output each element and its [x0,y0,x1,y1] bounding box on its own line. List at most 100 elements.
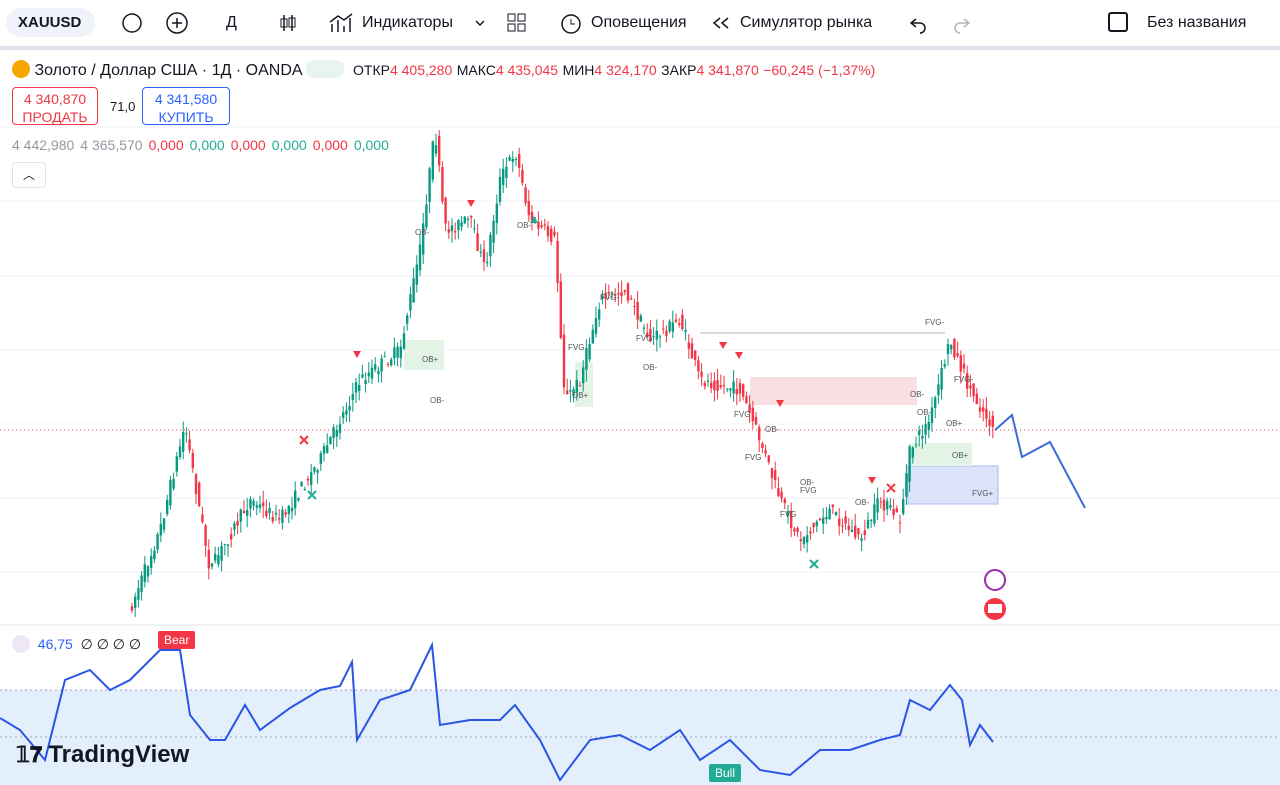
open: 4 405,280 [389,62,453,78]
indicator-value: 0,000 [148,137,184,153]
candle [934,397,937,408]
alerts[interactable]: Оповещения [591,14,687,31]
candle [156,534,159,550]
candle [527,201,530,216]
candle [825,516,828,520]
candle [946,344,950,355]
zone-label: FVG [568,343,584,352]
candle [255,505,258,508]
candle [431,141,434,180]
candle [492,220,495,243]
indicators[interactable]: Индикаторы [362,14,453,31]
candle [150,556,153,568]
ob-box [910,443,972,466]
candle [642,327,646,329]
zone-label: OB+ [422,355,439,364]
candle [966,373,969,389]
zone-label: FVG- [925,318,944,327]
candle [850,529,854,532]
candle [338,424,342,433]
symbol-legend: Золото / Доллар США · 1Д · OANDA ОТКР4 4… [12,60,875,80]
toolbar: XAUUSD Д Индикаторы Оповещения Симулятор… [0,0,1280,50]
candle [761,443,764,449]
candle [482,249,486,263]
candle [802,536,806,545]
candle [687,342,690,349]
candle [450,225,454,232]
candle [738,382,742,394]
symbol-title: Золото / Доллар США · 1Д · OANDA [34,62,302,79]
zone-label: FVG- [954,375,973,384]
candle [614,294,617,296]
candle [428,168,431,202]
symbol-search[interactable]: XAUUSD [6,8,96,37]
candle [937,384,940,396]
buy-button[interactable]: 4 341,580 КУПИТЬ [142,87,230,125]
collapse-button[interactable]: ︿ [12,162,46,188]
open-label: ОТКР [353,62,390,78]
symbol-icon [12,60,30,78]
zone-label: FVG [734,410,750,419]
candle [668,321,671,332]
replay[interactable]: Симулятор рынка [740,14,873,31]
candle [655,330,658,340]
candle [588,344,591,360]
candle [726,388,729,390]
candle [969,385,972,389]
candle [751,407,754,422]
sell-label: ПРОДАТЬ [22,109,88,125]
candle [374,364,377,370]
interval[interactable]: Д [226,14,237,31]
candle [898,522,902,524]
candle [582,367,585,384]
candle [198,482,201,507]
candle [700,371,703,377]
candle [697,360,700,372]
candle [556,241,559,283]
candle [972,383,975,397]
candle [332,427,335,438]
candle [905,473,908,497]
candle [854,525,857,538]
candle [434,145,438,154]
ob-box [750,377,917,405]
candle [783,499,786,504]
candle [489,234,492,257]
zone-label: OB- [415,228,430,237]
close: 4 341,870 [696,62,759,78]
candle [716,379,719,391]
layout-name[interactable]: Без названия [1147,14,1247,31]
candle [153,550,156,560]
candle [764,450,767,454]
candle [370,367,374,379]
candle [908,446,911,482]
candle [204,525,207,546]
candle [758,426,761,441]
indicator-value: 0,000 [271,137,307,153]
candle [863,530,866,536]
candle [146,566,150,577]
candle [303,489,306,491]
candle [559,281,562,338]
candle [585,348,588,370]
candle [348,406,351,411]
candle [636,302,639,320]
candle [345,410,348,415]
candle [182,431,185,452]
candle [841,525,844,527]
candle [249,499,252,509]
candle [463,216,466,224]
candle [268,507,271,513]
zone-label: OB- [643,363,658,372]
candle [796,528,799,533]
candle [310,472,313,485]
candle [438,135,441,166]
candle [742,384,745,397]
candle [822,517,825,524]
bear-label: Bear [158,631,196,649]
zone-label: FVG [745,453,761,462]
candle [706,380,710,382]
candle [425,204,428,228]
sell-button[interactable]: 4 340,870 ПРОДАТЬ [12,87,98,125]
